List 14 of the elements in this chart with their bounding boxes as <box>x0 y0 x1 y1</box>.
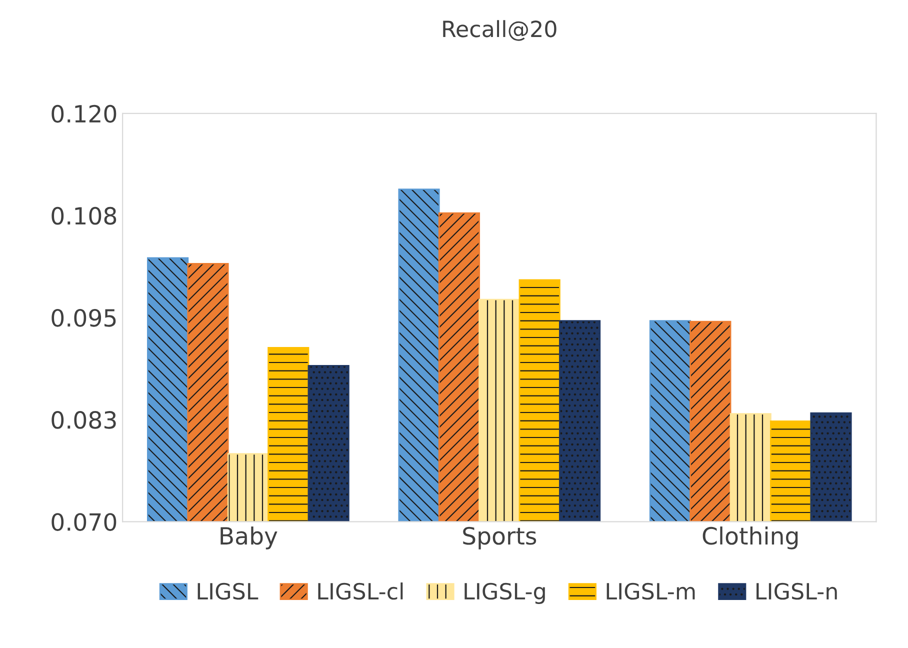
y-tick-label: 0.108 <box>52 206 116 225</box>
chart-title: Recall@20 <box>443 20 556 41</box>
legend-label: LIGSL-n <box>756 582 837 600</box>
y-tick-label: 0.070 <box>52 513 116 531</box>
x-tick-label: Clothing <box>702 526 798 550</box>
x-tick-label: Sports <box>463 526 536 550</box>
y-tick-label: 0.083 <box>52 411 116 429</box>
legend-label: LIGSL <box>198 582 258 600</box>
y-tick-label: 0.120 <box>52 104 116 123</box>
x-tick-label: Baby <box>220 526 278 550</box>
legend-label: LIGSL-g <box>464 582 545 604</box>
legend-label: LIGSL-cl <box>318 582 403 600</box>
legend-label: LIGSL-m <box>606 582 695 600</box>
y-tick-label: 0.095 <box>52 308 116 327</box>
